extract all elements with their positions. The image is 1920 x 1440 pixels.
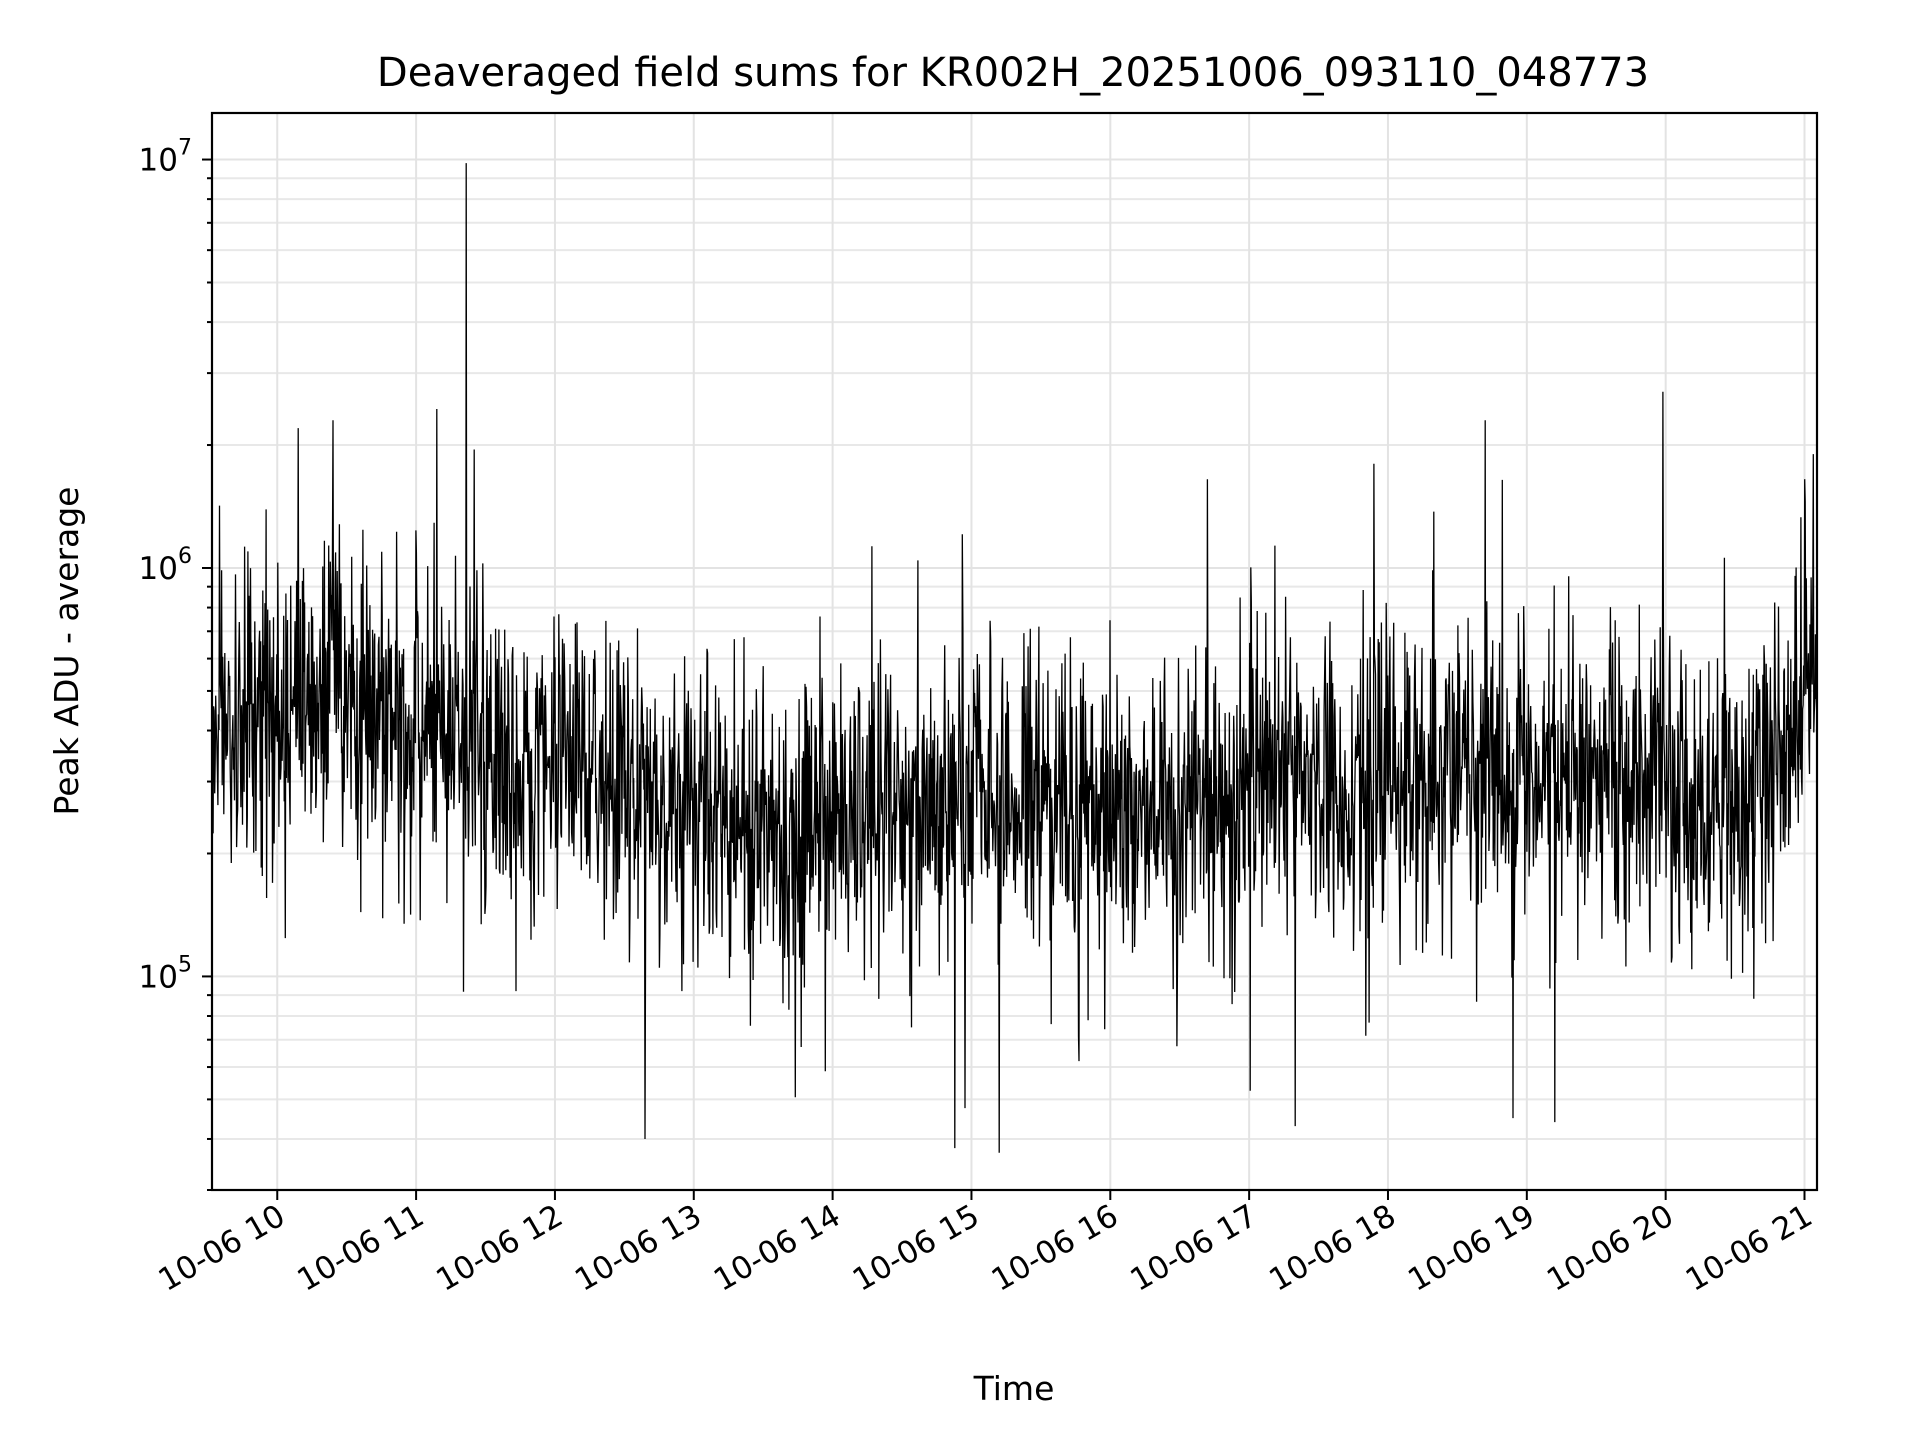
y-axis: 105 106 107: [139, 136, 212, 1191]
axes-frame: [210, 111, 1819, 1192]
y-tick-label: 106: [139, 544, 192, 587]
y-tick-label: 107: [139, 136, 192, 179]
plot-area: [211, 163, 1818, 1153]
x-axis-label: Time: [973, 1369, 1055, 1408]
series-line: [211, 163, 1818, 1153]
chart-title: Deaveraged field sums for KR002H_2025100…: [377, 50, 1649, 96]
y-tick-label: 105: [139, 952, 192, 995]
y-axis-label: Peak ADU - average: [47, 487, 86, 816]
